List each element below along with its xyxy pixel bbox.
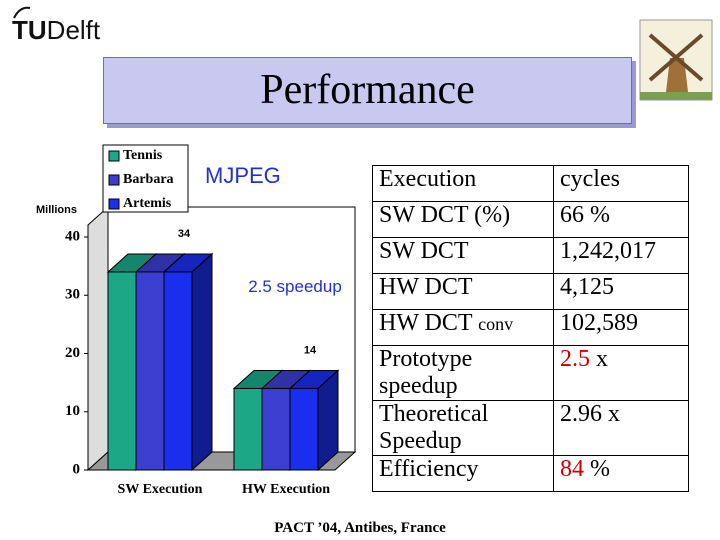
bar	[107, 271, 137, 471]
windmill-grass	[640, 92, 712, 100]
cell-text: SW DCT	[379, 238, 469, 264]
legend-swatch	[108, 150, 120, 162]
bar-side	[191, 252, 213, 472]
legend-swatch	[108, 174, 120, 186]
cell-text: 66 %	[560, 202, 610, 228]
logo: TUDelft	[12, 6, 101, 45]
table-cell: 1,242,017	[553, 237, 689, 274]
legend-label: Tennis	[123, 148, 163, 163]
table-cell: HW DCT conv	[372, 309, 554, 346]
legend-label: Artemis	[123, 196, 172, 211]
cell-text: 84	[560, 456, 584, 482]
cell-text: HW DCT	[379, 274, 473, 300]
cell-text: x	[590, 346, 608, 372]
logo-tu: TUDelft	[12, 15, 101, 45]
cell-text: 2.5	[560, 346, 590, 372]
cell-text: Execution	[379, 166, 477, 192]
cell-text: SW DCT (%)	[379, 202, 511, 228]
table-row: HW DCT 4,125	[372, 273, 689, 310]
cell-text: 1,242,017	[560, 238, 656, 264]
title: Performance	[260, 67, 475, 113]
table-row: SW DCT 1,242,017	[372, 237, 689, 274]
logo-flame	[13, 6, 31, 19]
cell-text: %	[584, 456, 610, 482]
table-cell: Theoretical Speedup	[372, 400, 554, 456]
logo-part: TU	[12, 15, 47, 45]
cell-text: Prototype speedup	[379, 346, 473, 399]
cell-text: Efficiency	[379, 456, 479, 482]
table-cell: HW DCT	[372, 273, 554, 310]
side-wall	[87, 205, 109, 472]
table-row: Theoretical Speedup 2.96 x	[372, 400, 689, 456]
table-cell: 66 %	[553, 201, 689, 238]
title-box: Performance	[103, 57, 632, 124]
y-tick-label: 0	[73, 461, 81, 477]
table-cell: Efficiency	[372, 455, 554, 492]
annotation: MJPEG	[205, 163, 281, 188]
cell-text: 4,125	[560, 274, 614, 300]
windmill-sail	[648, 33, 704, 82]
data-label: 14	[304, 344, 317, 356]
footer: PACT ’04, Antibes, France	[274, 520, 446, 536]
y-tick-label: 10	[65, 403, 80, 419]
table-cell: cycles	[553, 165, 689, 202]
cell-text: HW DCT	[379, 310, 479, 336]
bar	[261, 387, 291, 471]
legend-label: Barbara	[123, 172, 174, 187]
table-cell: 84 %	[553, 455, 689, 492]
bar	[233, 387, 263, 471]
legend-swatch	[108, 198, 120, 210]
logo-part: Delft	[47, 15, 101, 45]
windmill	[639, 19, 713, 101]
y-tick-label: 40	[65, 228, 80, 244]
table: Execution cycles SW DCT (%) 66 % SW DCT 1,242…	[372, 165, 689, 492]
table-row: SW DCT (%) 66 %	[372, 201, 689, 238]
bar	[135, 271, 165, 471]
x-tick-label: SW Execution	[118, 482, 203, 497]
table-row: HW DCT conv 102,589	[372, 309, 689, 346]
table-cell: 2.96 x	[553, 400, 689, 456]
cell-text: 2.96 x	[560, 401, 620, 427]
bar-side	[317, 369, 339, 472]
y-tick-label: 20	[65, 345, 80, 361]
cell-text: Theoretical Speedup	[379, 401, 489, 454]
table-cell: Prototype speedup	[372, 345, 554, 401]
cell-text: conv	[478, 314, 514, 334]
table-row: Efficiency 84 %	[372, 455, 689, 492]
bar	[289, 387, 319, 471]
cell-text: 102,589	[560, 310, 638, 336]
bar	[163, 271, 193, 471]
windmill-body	[666, 58, 688, 92]
x-tick-label: HW Execution	[242, 482, 330, 497]
table-cell: 4,125	[553, 273, 689, 310]
data-label: 34	[178, 228, 191, 240]
table-row: Prototype speedup 2.5 x	[372, 345, 689, 401]
table-cell: Execution	[372, 165, 554, 202]
table-cell: 2.5 x	[553, 345, 689, 401]
table-cell: SW DCT (%)	[372, 201, 554, 238]
table-row: Execution cycles	[372, 165, 689, 202]
annotation: 2.5 speedup	[248, 277, 342, 296]
y-tick-label: 30	[65, 287, 80, 303]
y-axis-label: Millions	[36, 204, 77, 216]
table-cell: SW DCT	[372, 237, 554, 274]
table-cell: 102,589	[553, 309, 689, 346]
cell-text: cycles	[560, 166, 620, 192]
